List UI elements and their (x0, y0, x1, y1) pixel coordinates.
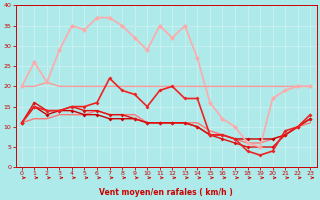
X-axis label: Vent moyen/en rafales ( km/h ): Vent moyen/en rafales ( km/h ) (99, 188, 233, 197)
